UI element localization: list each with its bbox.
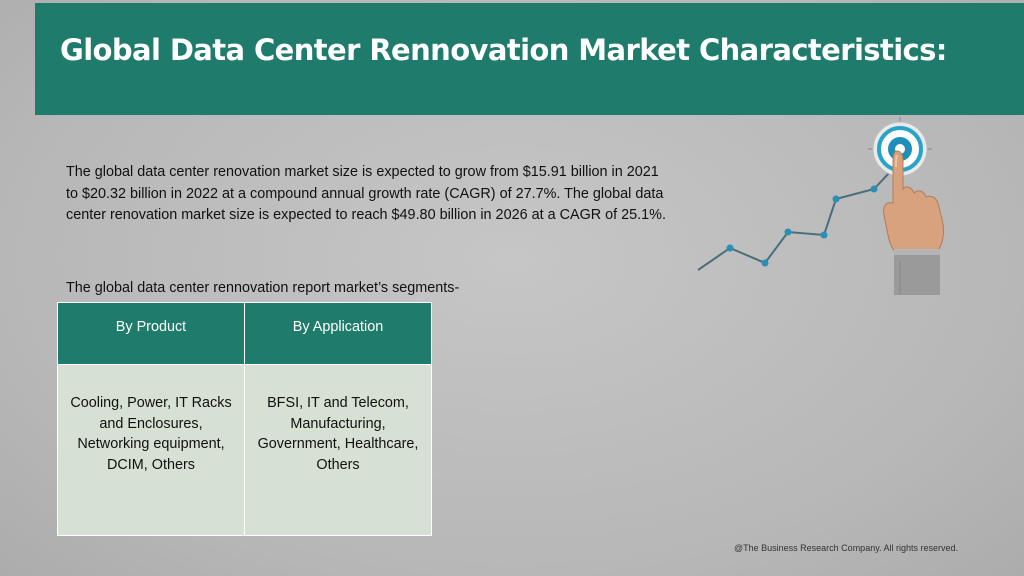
header-banner: Global Data Center Rennovation Market Ch…	[35, 3, 1024, 115]
growth-line-graph-icon	[697, 154, 907, 271]
segments-intro: The global data center rennovation repor…	[66, 280, 460, 296]
market-size-paragraph: The global data center renovation market…	[66, 164, 666, 223]
table-row: Cooling, Power, IT Racks and Enclosures,…	[57, 364, 432, 536]
growth-graphic	[697, 117, 945, 295]
cell-applications: BFSI, IT and Telecom, Manufacturing, Gov…	[244, 364, 432, 536]
page-title: Global Data Center Rennovation Market Ch…	[60, 33, 947, 67]
header-by-product: By Product	[57, 302, 245, 365]
pointing-hand-icon	[883, 150, 945, 295]
cell-products: Cooling, Power, IT Racks and Enclosures,…	[57, 364, 245, 536]
footer-copyright: @The Business Research Company. All righ…	[734, 543, 959, 553]
segments-table: By Product By Application Cooling, Power…	[57, 302, 432, 536]
table-header-row: By Product By Application	[57, 302, 432, 365]
header-by-application: By Application	[244, 302, 432, 365]
